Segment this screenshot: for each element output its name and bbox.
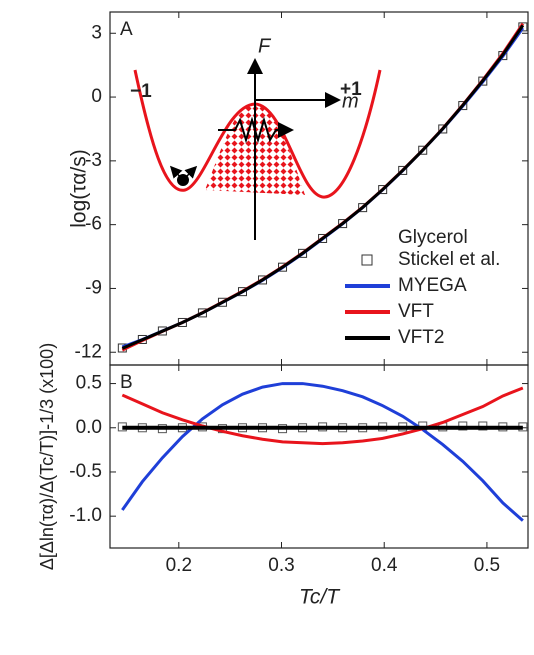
data-point bbox=[358, 203, 368, 213]
data-point bbox=[438, 124, 448, 134]
y-tick-label: 0 bbox=[91, 86, 102, 107]
legend-label: Stickel et al. bbox=[398, 249, 500, 270]
legend-label: VFT bbox=[398, 301, 434, 322]
y-axis-label: Δ[Δln(τα)/Δ(Tc/T)]-1/3 (x100) bbox=[37, 343, 57, 570]
annotation: −1 bbox=[130, 81, 152, 102]
data-point bbox=[298, 248, 308, 258]
y-tick-label: -6 bbox=[85, 214, 102, 235]
panel-label: A bbox=[120, 19, 133, 40]
y-tick-label: 3 bbox=[91, 22, 102, 43]
data-point bbox=[318, 233, 328, 243]
y-axis-label: log(τα/s) bbox=[68, 149, 91, 227]
data-point bbox=[478, 76, 488, 86]
y-tick-label: -1.0 bbox=[69, 505, 102, 526]
data-point bbox=[237, 287, 247, 297]
y-tick-label: -3 bbox=[85, 150, 102, 171]
x-axis-label: Tc/T bbox=[299, 586, 341, 609]
series-line bbox=[121, 386, 524, 446]
data-point bbox=[177, 317, 187, 327]
data-point bbox=[518, 22, 528, 32]
plot-area bbox=[117, 382, 528, 522]
plot-area bbox=[117, 22, 528, 353]
data-point bbox=[378, 185, 388, 195]
data-point bbox=[258, 275, 268, 285]
data-point bbox=[458, 101, 468, 111]
panel-label: B bbox=[120, 372, 133, 393]
y-tick-label: 0.5 bbox=[76, 373, 102, 394]
legend-title: Glycerol bbox=[398, 227, 468, 248]
x-tick-label: 0.5 bbox=[474, 555, 500, 576]
x-tick-label: 0.4 bbox=[371, 555, 398, 576]
y-tick-label: 0.0 bbox=[76, 417, 102, 438]
inset-diagram bbox=[133, 58, 382, 240]
data-point bbox=[338, 219, 348, 229]
x-tick-label: 0.3 bbox=[268, 555, 294, 576]
data-point bbox=[217, 297, 227, 307]
x-tick-label: 0.2 bbox=[166, 555, 192, 576]
data-point bbox=[197, 308, 207, 318]
series-line bbox=[121, 382, 524, 522]
y-tick-label: -0.5 bbox=[69, 461, 102, 482]
legend-label: VFT2 bbox=[398, 327, 444, 348]
legend-marker bbox=[361, 254, 373, 266]
series-line bbox=[121, 27, 525, 349]
data-point bbox=[278, 262, 288, 272]
y-tick-label: -9 bbox=[85, 277, 102, 298]
plot-frame bbox=[109, 11, 529, 366]
series-line bbox=[121, 22, 525, 352]
plot-frame bbox=[109, 364, 529, 549]
data-point bbox=[398, 165, 408, 175]
data-point bbox=[418, 145, 428, 155]
annotation: F bbox=[258, 35, 272, 57]
legend-label: MYEGA bbox=[398, 275, 467, 296]
y-tick-label: -12 bbox=[75, 341, 102, 362]
series-line bbox=[121, 24, 525, 350]
annotation: +1 bbox=[340, 79, 362, 100]
annotation: m bbox=[342, 90, 359, 112]
